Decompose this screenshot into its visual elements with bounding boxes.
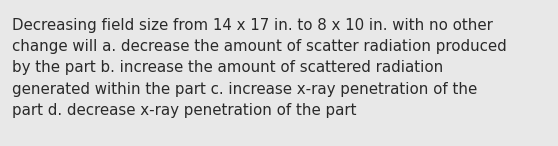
Text: Decreasing field size from 14 x 17 in. to 8 x 10 in. with no other
change will a: Decreasing field size from 14 x 17 in. t… <box>12 18 507 118</box>
